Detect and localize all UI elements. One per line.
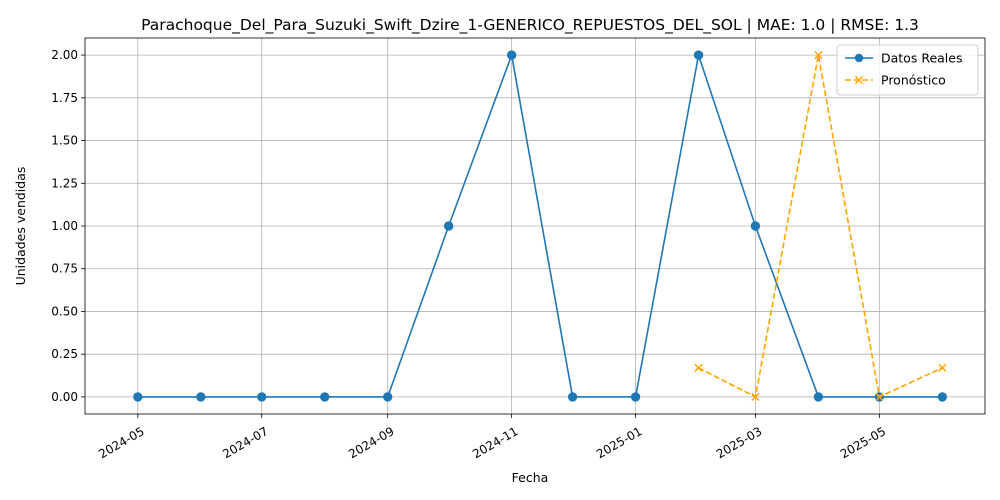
y-tick-label: 0.25 [51,347,78,361]
y-tick-label: 0.75 [51,262,78,276]
y-tick-label: 1.75 [51,91,78,105]
y-tick-label: 2.00 [51,48,78,62]
legend-item: Pronóstico [845,73,946,88]
data-point [383,392,393,402]
x-tick-label: 2024-07 [220,424,270,461]
data-point [133,392,143,402]
y-tick-label: 1.50 [51,134,78,148]
data-point [630,392,641,402]
x-tick-label: 2024-09 [346,424,396,461]
y-axis-label: Unidades vendidas [13,167,28,286]
y-tick-label: 0.00 [51,390,78,404]
x-tick-label: 2025-05 [838,424,888,461]
legend: Datos Reales Pronóstico [836,44,979,96]
data-point [443,221,454,231]
data-point [938,363,947,372]
data-point [875,392,884,402]
legend-label: Datos Reales [881,51,962,66]
series-line [137,52,943,398]
series-datos-reales [133,50,948,402]
y-tick-label: 1.00 [51,219,78,233]
data-point [750,221,761,231]
x-tick-label: 2025-03 [714,424,764,461]
x-tick-label: 2025-01 [594,424,644,461]
data-point [196,392,206,402]
x-axis-label: Fecha [512,470,549,485]
data-point [694,363,703,372]
data-point [320,392,330,402]
data-point [814,50,823,60]
legend-label: Pronóstico [881,73,946,88]
legend-item: Datos Reales [845,51,962,66]
chart-title: Parachoque_Del_Para_Suzuki_Swift_Dzire_1… [141,16,919,35]
data-point [567,392,578,402]
series-pronostico [694,50,947,402]
y-tick-label: 1.25 [51,176,78,190]
data-point [693,50,704,60]
series-layer [133,50,948,402]
legend-swatch-marker [854,75,864,85]
data-point [813,392,824,402]
data-point [751,392,760,402]
y-tick-label: 0.50 [51,304,78,318]
x-tick-label: 2024-05 [96,424,146,461]
data-point [257,392,267,402]
data-point [937,392,948,402]
y-axis-ticks: 0.00 0.25 0.50 0.75 1.00 1.25 1.50 1.75 2.00 [51,48,85,404]
x-axis-ticks: 2024-05 2024-07 2024-09 2024-11 2025-01 2025-… [96,414,888,461]
x-tick-label: 2024-11 [470,424,520,461]
data-point [506,50,517,60]
legend-swatch-marker [854,53,864,63]
